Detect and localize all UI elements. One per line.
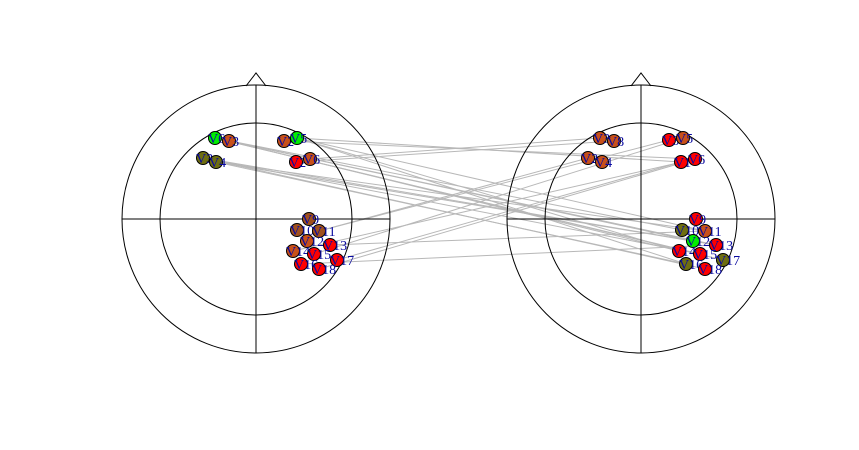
electrode-dot [330, 253, 344, 267]
electrode-label: V9 [689, 213, 706, 228]
electrode-dot [290, 223, 304, 237]
electrode-dot [290, 131, 304, 145]
electrode-dot [698, 262, 712, 276]
electrode-label: V16 [679, 258, 703, 273]
electrode-dot [672, 244, 686, 258]
electrode-dot [208, 131, 222, 145]
electrode-label: V4 [209, 156, 226, 171]
electrode-dot [698, 224, 712, 238]
electrode-dot [607, 134, 621, 148]
electrode-label: V13 [323, 239, 347, 254]
connection-line [215, 161, 717, 246]
connection-line [214, 137, 683, 231]
connection-line [295, 140, 615, 163]
electrode-dot [693, 247, 707, 261]
electrode-dot [686, 234, 700, 248]
electrode-dot [689, 212, 703, 226]
electrode-dot [323, 238, 337, 252]
electrode-dot [595, 155, 609, 169]
electrode-dot [312, 262, 326, 276]
electrode-label: V12 [686, 235, 710, 250]
electrode-label: V11 [698, 225, 722, 240]
electrode-label: V18 [312, 263, 336, 278]
electrode-dot [688, 152, 702, 166]
electrode-label: V9 [302, 213, 319, 228]
electrode-label: V18 [698, 263, 722, 278]
electrode-dot [593, 131, 607, 145]
electrode-label: V2 [277, 135, 294, 150]
electrode-label: V14 [286, 245, 310, 260]
connection-line [336, 161, 682, 261]
electrode-dot [286, 244, 300, 258]
electrode-dot [302, 212, 316, 226]
electrode-label: V17 [716, 254, 740, 269]
nose-icon [245, 72, 267, 87]
electrode-label: V14 [672, 245, 696, 260]
electrode-label: V3 [593, 132, 610, 147]
connection-line [318, 139, 670, 232]
electrode-label: V2 [289, 156, 306, 171]
electrode-label: V2 [581, 152, 598, 167]
electrode-dot [294, 257, 308, 271]
electrode-dot [277, 134, 291, 148]
electrode-label: V6 [688, 153, 705, 168]
electrode-dot [679, 257, 693, 271]
connection-line [215, 161, 706, 232]
electrode-dot [289, 155, 303, 169]
electrode-label: V11 [312, 225, 336, 240]
electrode-dot [303, 152, 317, 166]
electrode-label: V8 [607, 135, 624, 150]
electrode-label: V6 [303, 153, 320, 168]
connection-line [329, 230, 706, 246]
electrode-dot [307, 247, 321, 261]
electrode-dot [716, 253, 730, 267]
electrode-dot [662, 133, 676, 147]
connection-line [296, 137, 682, 163]
electrode-dot [709, 238, 723, 252]
connection-line [300, 244, 717, 265]
electrode-label: V4 [595, 156, 612, 171]
electrode-label: V15 [693, 248, 717, 263]
electrode-label: V3 [196, 152, 213, 167]
electrode-label: V3 [222, 135, 239, 150]
connection-line [215, 161, 687, 265]
electrode-dot [196, 151, 210, 165]
electrode-dot [300, 234, 314, 248]
electrode-label: V5 [676, 132, 693, 147]
electrode-dot [209, 155, 223, 169]
electrode-label: V3 [662, 134, 679, 149]
electrode-label: V13 [709, 239, 733, 254]
electrode-dot [222, 134, 236, 148]
nose-icon [630, 72, 652, 87]
electrode-dot [312, 224, 326, 238]
electrode-dot [581, 151, 595, 165]
electrode-label: V15 [307, 248, 331, 263]
electrode-label: V5 [290, 132, 307, 147]
electrode-label: V1 [674, 156, 691, 171]
connection-lines [202, 137, 724, 270]
electrode-label: V12 [300, 235, 324, 250]
electrode-dot [674, 155, 688, 169]
connection-line [313, 137, 684, 255]
connection-line [292, 158, 696, 252]
connection-line [309, 137, 601, 160]
connection-line [296, 137, 706, 232]
electrode-label: V17 [330, 254, 354, 269]
connection-line [296, 137, 680, 252]
electrode-dot [675, 223, 689, 237]
electrode-label: V6 [208, 132, 225, 147]
electrode-dot [676, 131, 690, 145]
